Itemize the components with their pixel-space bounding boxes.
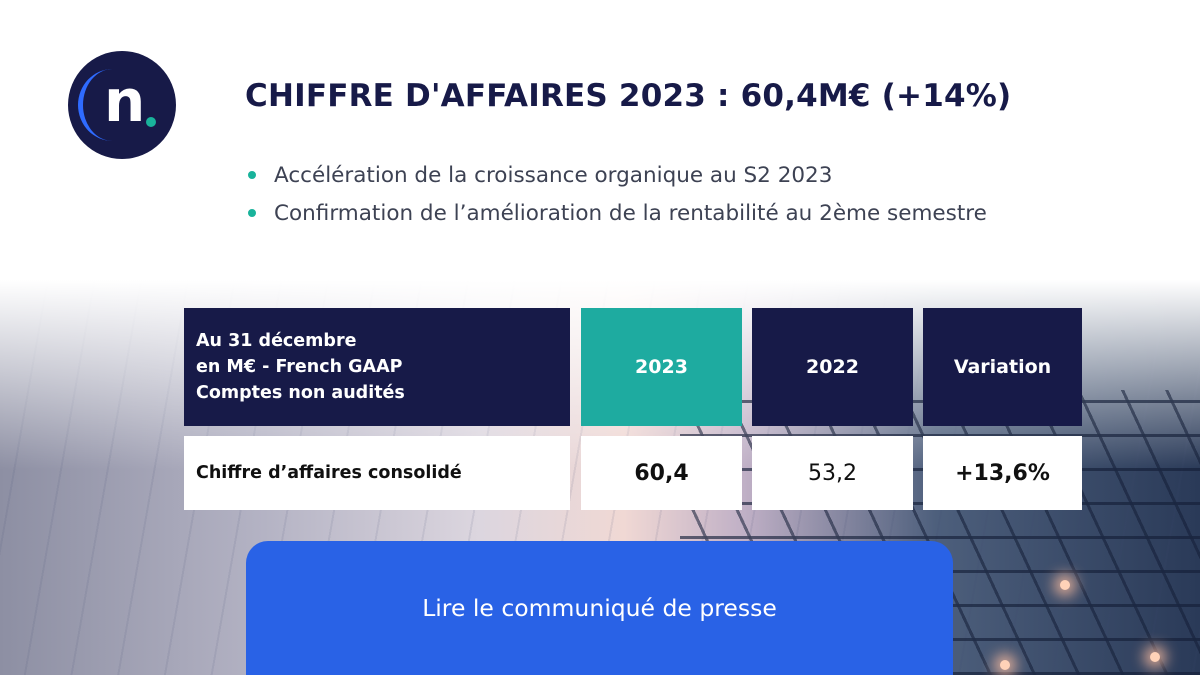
background-light [1000,660,1010,670]
bullet-list: Accélération de la croissance organique … [248,157,987,233]
logo-dot [146,117,156,127]
brand-logo-icon: n [68,51,176,159]
logo-arc [78,69,147,141]
bullet-text: Accélération de la croissance organique … [274,163,833,188]
read-press-release-button[interactable]: Lire le communiqué de presse [246,541,953,675]
table-row-label: Chiffre d’affaires consolidé [184,436,570,510]
bullet-text: Confirmation de l’amélioration de la ren… [274,201,987,226]
background-light [1060,580,1070,590]
table-header-label: Au 31 décembre en M€ - French GAAP Compt… [184,308,570,426]
table-cell-2023: 60,4 [581,436,742,510]
table-header-2022: 2022 [752,308,913,426]
table-cell-2022: 53,2 [752,436,913,510]
table-header-variation: Variation [923,308,1082,426]
background-light [1150,652,1160,662]
table-header-2023: 2023 [581,308,742,426]
header-label-line: Comptes non audités [196,383,405,403]
header-label-line: en M€ - French GAAP [196,357,403,377]
logo-letter: n [104,67,146,135]
bullet-icon [248,209,256,217]
table-cell-variation: +13,6% [923,436,1082,510]
header-label-line: Au 31 décembre [196,331,357,351]
list-item: Accélération de la croissance organique … [248,157,987,195]
bullet-icon [248,171,256,179]
page-title: CHIFFRE D'AFFAIRES 2023 : 60,4M€ (+14%) [245,78,1012,114]
list-item: Confirmation de l’amélioration de la ren… [248,195,987,233]
